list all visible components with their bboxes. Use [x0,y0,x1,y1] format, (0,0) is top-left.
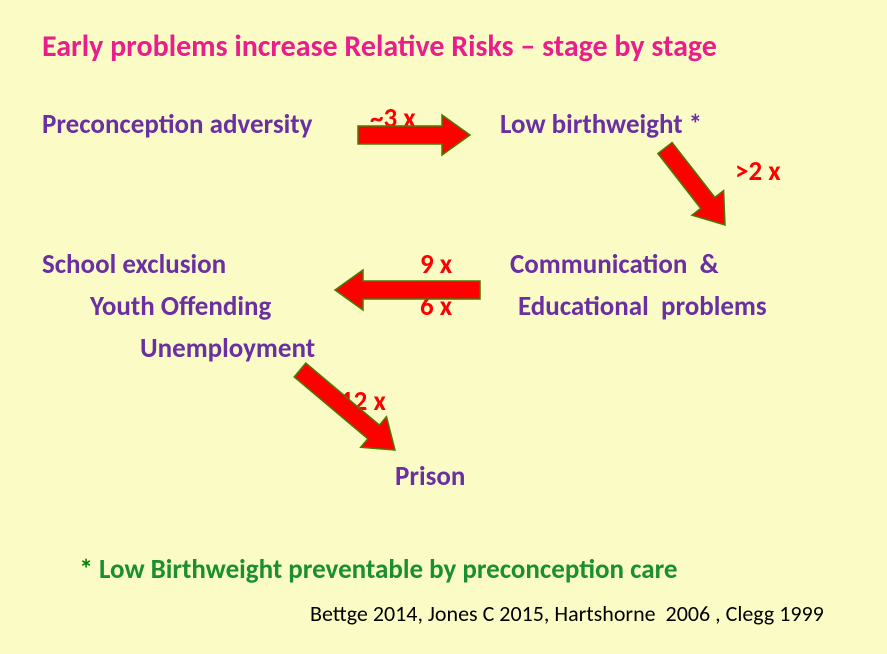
arrow-a3 [335,270,480,310]
arrow-a4 [294,363,395,450]
arrows-layer [0,0,887,654]
diagram-canvas: Early problems increase Relative Risks –… [0,0,887,654]
arrow-a1 [358,115,470,155]
arrow-a2 [658,143,725,226]
